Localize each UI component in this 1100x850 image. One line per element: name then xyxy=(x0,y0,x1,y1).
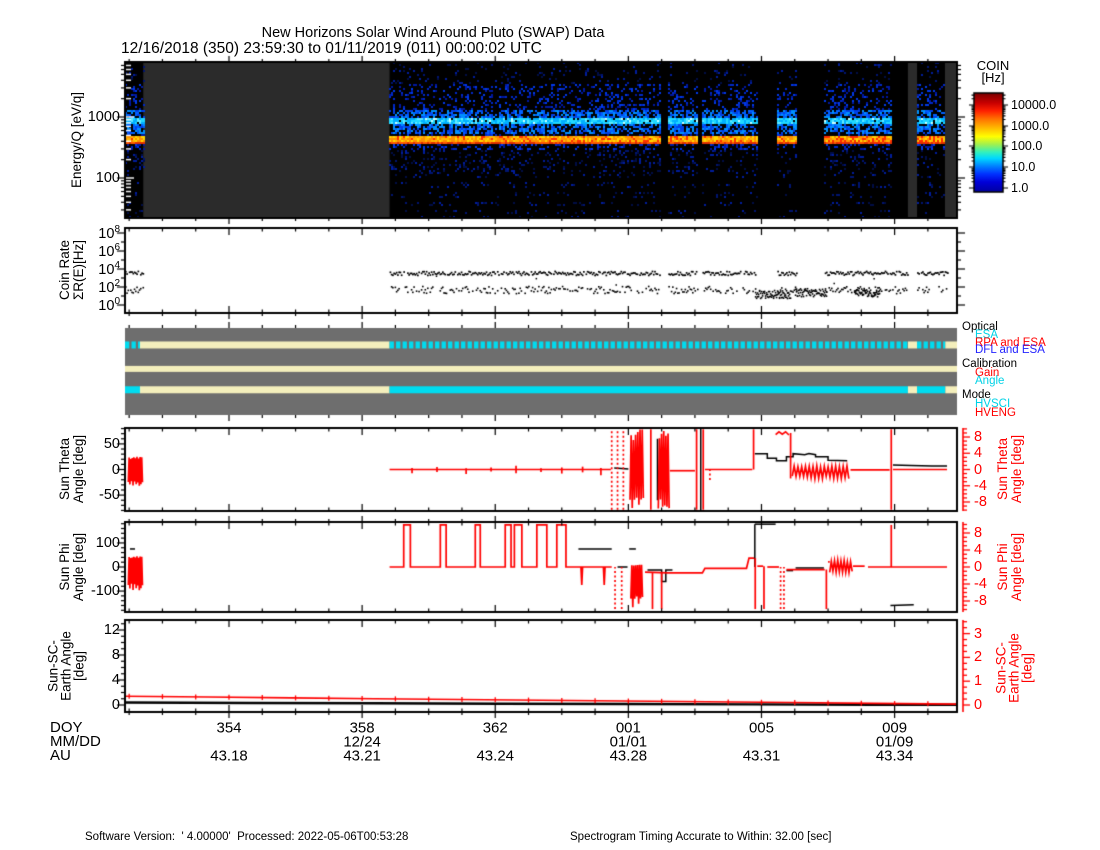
timing-accuracy-line: Spectrogram Timing Accurate to Within: 3… xyxy=(570,831,832,843)
time-range-subtitle: 12/16/2018 (350) 23:59:30 to 01/11/2019 … xyxy=(121,40,542,57)
energy-axis-label: Energy/Q [eV/q] xyxy=(69,91,84,189)
colorbar xyxy=(960,79,1017,206)
status-legend-item: RPA and ESA xyxy=(975,336,1046,349)
doy-row-label: DOY xyxy=(50,719,83,736)
sun-theta-right-axis-label: Sun Theta Angle [deg] xyxy=(995,434,1024,504)
colorbar-quantity: COIN xyxy=(976,58,1010,73)
colorbar-tick-label: 10000.0 xyxy=(1011,98,1057,112)
earth-angle-right-axis-label: Sun-SC- Earth Angle [deg] xyxy=(993,633,1035,703)
sun-theta-right-tick-label: 8 xyxy=(974,429,983,445)
au-tick-label: 43.28 xyxy=(609,747,648,765)
footer-left-block: Software Version: ' 4.00000' Processed: … xyxy=(85,790,408,850)
energy-spectrogram-heatmap xyxy=(111,48,971,232)
sun-theta-right-tick-label: 4 xyxy=(974,445,983,462)
status-legend-item: HVSCI xyxy=(975,398,1011,410)
au-tick-label: 43.21 xyxy=(343,747,381,765)
colorbar-units: [Hz] xyxy=(981,70,1005,85)
sun-phi-left-axis-label: Sun Phi Angle [deg] xyxy=(57,532,86,602)
colorbar-title: COIN [Hz] xyxy=(976,58,1010,85)
status-legend-item: ESA xyxy=(975,329,999,341)
status-legend-item: DFL and ESA xyxy=(975,344,1045,356)
sun-phi-right-axis-label: Sun Phi Angle [deg] xyxy=(995,532,1024,602)
au-tick-label: 43.18 xyxy=(210,747,248,765)
au-tick-label: 43.24 xyxy=(476,747,515,765)
instrument-status-bars xyxy=(111,314,971,429)
sun-phi-right-tick-label: -8 xyxy=(974,593,987,609)
earth-angle-right-tick-label: 2 xyxy=(974,649,983,666)
mmdd-tick-label: 12/24 xyxy=(343,733,381,751)
page-title: New Horizons Solar Wind Around Pluto (SW… xyxy=(261,25,605,41)
sun-phi-right-tick-label: 0 xyxy=(974,559,983,575)
earth-angle-right-tick-label: 1 xyxy=(974,673,983,690)
mmdd-tick-label: 01/09 xyxy=(875,733,914,751)
sun-theta-angle-plot xyxy=(111,414,971,525)
sun-phi-right-tick-label: 8 xyxy=(974,525,983,541)
mmdd-row-label: MM/DD xyxy=(50,733,101,750)
software-version-line: Software Version: ' 4.00000' Processed: … xyxy=(85,831,409,843)
mmdd-tick-label: 01/01 xyxy=(609,733,648,751)
status-legend-item: HVENG xyxy=(975,406,1016,419)
coin-rate-plot xyxy=(111,214,971,327)
earth-angle-right-tick-label: 3 xyxy=(974,625,983,642)
sun-theta-right-tick-label: -8 xyxy=(974,494,987,510)
sun-sc-earth-angle-plot xyxy=(111,606,971,726)
earth-angle-right-tick-label: 0 xyxy=(974,697,983,713)
sun-phi-right-tick-label: 4 xyxy=(974,542,983,558)
au-row-label: AU xyxy=(50,747,71,764)
au-tick-label: 43.31 xyxy=(742,747,781,765)
coin-rate-axis-label: Coin Rate ΣR(E)[Hz] xyxy=(57,239,86,301)
sun-phi-right-tick-label: -4 xyxy=(974,576,987,592)
footer-right-block: Spectrogram Timing Accurate to Within: 3… xyxy=(570,790,831,850)
sun-theta-left-axis-label: Sun Theta Angle [deg] xyxy=(57,434,86,504)
au-tick-label: 43.34 xyxy=(875,747,914,765)
sun-theta-right-tick-label: -4 xyxy=(974,477,987,494)
status-legend-item: Gain xyxy=(975,367,1000,379)
sun-theta-right-tick-label: 0 xyxy=(974,461,983,478)
status-legend-item: Angle xyxy=(975,375,1005,387)
earth-angle-left-axis-label: Sun-SC- Earth Angle [deg] xyxy=(45,631,87,701)
